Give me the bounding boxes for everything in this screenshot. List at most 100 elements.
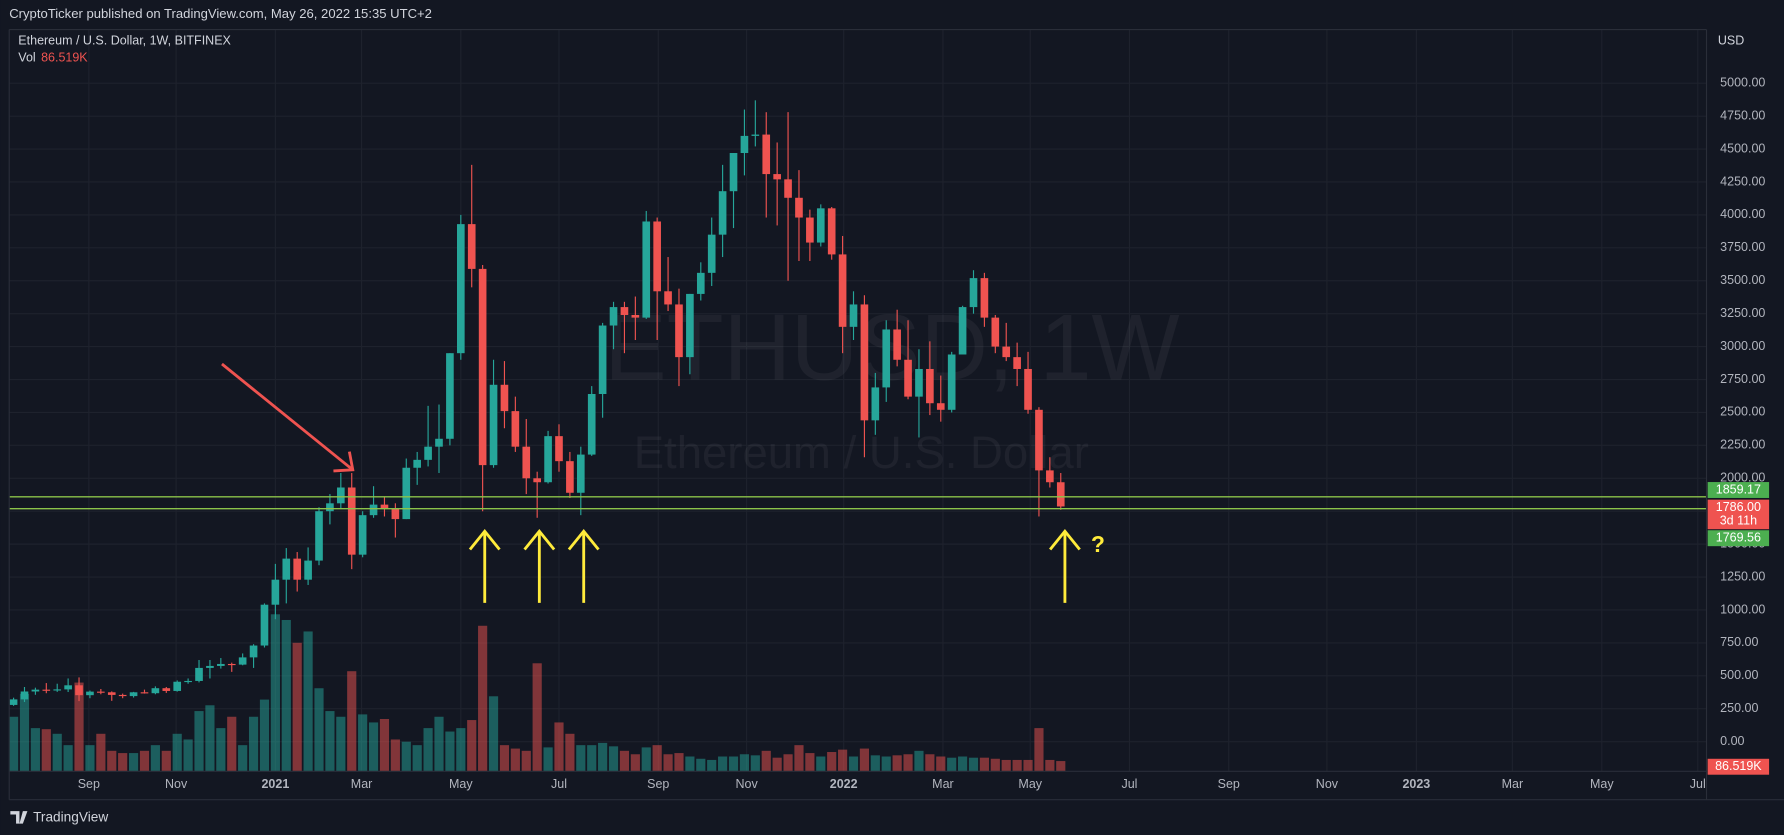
volume-bar bbox=[598, 742, 608, 772]
volume-bar bbox=[19, 693, 30, 772]
volume-bar bbox=[674, 753, 684, 772]
x-tick-label: Jul bbox=[551, 777, 567, 791]
candle-body bbox=[522, 446, 531, 479]
candle-body bbox=[31, 689, 40, 692]
candle-body bbox=[664, 291, 672, 305]
volume-bar bbox=[750, 755, 760, 772]
volume-bar bbox=[848, 756, 859, 772]
volume-bar bbox=[608, 746, 619, 772]
candle-body bbox=[511, 411, 520, 447]
volume-bar bbox=[347, 671, 357, 772]
volume-bar bbox=[1012, 759, 1022, 772]
volume-bar bbox=[728, 756, 739, 772]
volume-bar bbox=[947, 757, 957, 772]
candle-body bbox=[871, 387, 880, 421]
candle-body bbox=[1013, 357, 1021, 369]
arrow-head bbox=[333, 451, 355, 473]
x-tick-label: Jul bbox=[1121, 777, 1137, 791]
price-tag bbox=[1707, 530, 1770, 547]
watermark: ETHUSD, 1W bbox=[604, 296, 1179, 400]
volume-bar bbox=[1023, 759, 1033, 772]
volume-bar bbox=[434, 716, 444, 772]
volume-bar bbox=[150, 745, 160, 772]
candle-body bbox=[238, 657, 247, 665]
volume-bar bbox=[259, 699, 270, 772]
volume-bar bbox=[663, 754, 673, 772]
volume-bar bbox=[358, 714, 368, 772]
volume-bar bbox=[816, 756, 826, 772]
y-tick-label: 1000.00 bbox=[1720, 602, 1765, 616]
y-tick-label: 3000.00 bbox=[1720, 339, 1765, 353]
y-tick-label: 2500.00 bbox=[1720, 405, 1765, 419]
last-price-tag bbox=[1707, 499, 1770, 530]
candle-body bbox=[64, 685, 72, 690]
candle-body bbox=[926, 368, 934, 404]
volume-bar bbox=[1056, 761, 1066, 772]
candle-body bbox=[936, 403, 945, 410]
y-tick-label: 2750.00 bbox=[1720, 372, 1765, 386]
x-tick-label: Jul bbox=[1690, 777, 1706, 791]
candle-body bbox=[1046, 470, 1054, 483]
candle-body bbox=[435, 438, 443, 447]
volume-layer bbox=[9, 614, 1066, 772]
candle-body bbox=[631, 314, 640, 318]
candle-body bbox=[337, 487, 345, 504]
volume-bar bbox=[914, 750, 924, 772]
candle-body bbox=[446, 353, 454, 439]
candle-body bbox=[915, 368, 923, 397]
volume-bar bbox=[30, 728, 40, 772]
price-tag-label: 1769.56 bbox=[1716, 531, 1761, 545]
y-tick-label: 2000.00 bbox=[1720, 471, 1765, 485]
volume-bar bbox=[216, 728, 226, 772]
y-tick-label: 4750.00 bbox=[1720, 108, 1765, 122]
candle-body bbox=[686, 293, 694, 358]
candle-body bbox=[184, 680, 192, 683]
volume-bar bbox=[281, 619, 291, 772]
volume-bar bbox=[881, 756, 891, 772]
candle-body bbox=[642, 221, 651, 318]
volume-bar bbox=[761, 750, 771, 772]
candle-body bbox=[162, 688, 171, 691]
volume-bar bbox=[488, 696, 499, 772]
candle-body bbox=[827, 208, 836, 255]
brand-name: TradingView bbox=[33, 810, 108, 825]
volume-bar bbox=[870, 755, 880, 772]
candle-body bbox=[958, 307, 967, 355]
grid bbox=[9, 29, 1707, 772]
volume-bar bbox=[892, 755, 902, 772]
candle-body bbox=[1024, 368, 1032, 410]
x-tick-label: May bbox=[1018, 777, 1042, 791]
volume-bar bbox=[314, 688, 324, 772]
volume-bar bbox=[979, 757, 989, 772]
volume-bar bbox=[903, 754, 913, 772]
volume-bar bbox=[456, 728, 466, 772]
x-tick-label: 2022 bbox=[830, 777, 858, 791]
x-tick-label: Mar bbox=[351, 777, 373, 791]
volume-bar bbox=[139, 750, 150, 772]
candle-body bbox=[369, 504, 378, 516]
candle-body bbox=[653, 221, 661, 292]
volume-bar bbox=[630, 754, 640, 772]
volume-bar bbox=[303, 631, 313, 772]
candle-body bbox=[391, 508, 400, 520]
y-tick-label: 0.00 bbox=[1720, 734, 1744, 748]
volume-bar bbox=[739, 754, 750, 772]
candle-body bbox=[882, 329, 891, 388]
volume-bar bbox=[619, 750, 630, 772]
volume-bar bbox=[772, 757, 782, 772]
volume-bar bbox=[925, 754, 935, 772]
volume-bar bbox=[336, 716, 346, 772]
candle-body bbox=[587, 394, 596, 455]
publisher: CryptoTicker published on TradingView.co… bbox=[9, 6, 432, 21]
y-tick-label: 500.00 bbox=[1720, 668, 1758, 682]
x-tick-label: Mar bbox=[932, 777, 954, 791]
volume-bar bbox=[238, 745, 248, 772]
candle-body bbox=[904, 359, 912, 397]
x-tick-label: Sep bbox=[1218, 777, 1240, 791]
x-tick-label: 2021 bbox=[261, 777, 289, 791]
volume-bar bbox=[838, 749, 848, 772]
candle-body bbox=[293, 558, 302, 580]
candle-body bbox=[893, 329, 901, 360]
